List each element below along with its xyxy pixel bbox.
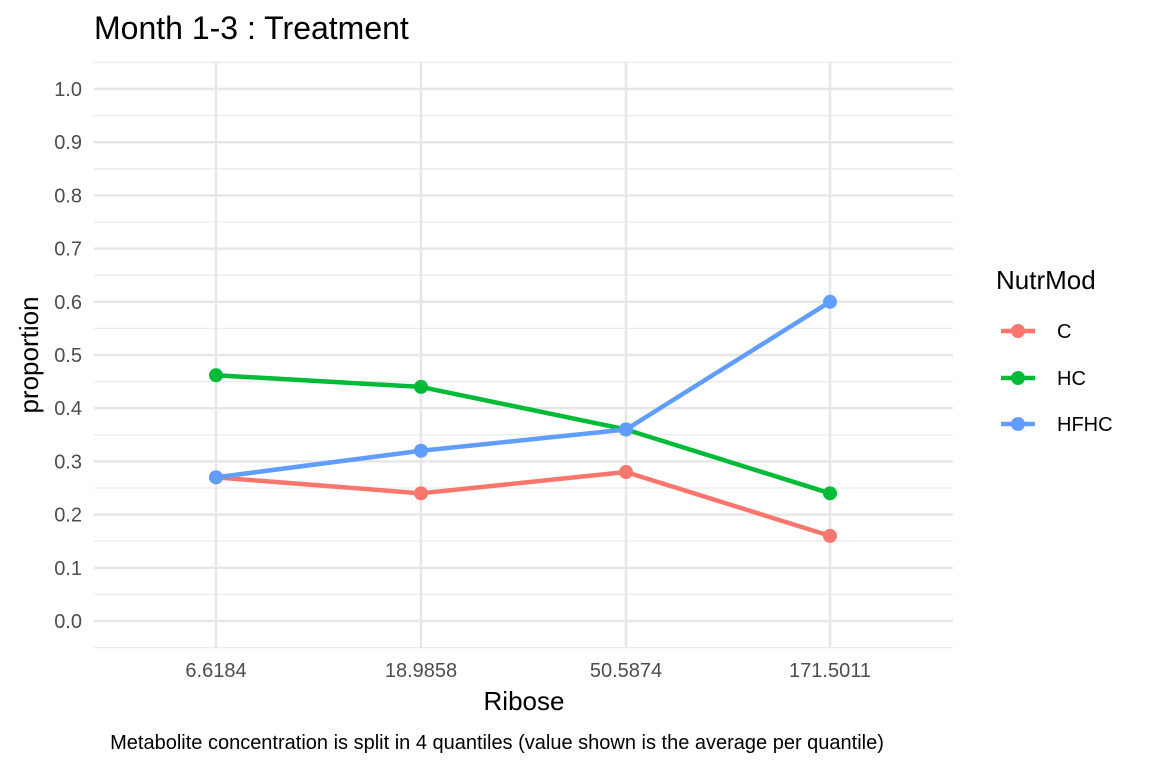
chart-caption: Metabolite concentration is split in 4 q… — [110, 732, 884, 754]
data-point-c — [619, 465, 633, 480]
x-tick-label: 50.5874 — [590, 660, 662, 682]
series-line-c — [215, 469, 831, 539]
chart-title: Month 1-3 : Treatment — [94, 10, 409, 46]
data-point-hc — [414, 379, 428, 394]
y-tick-label: 0.8 — [54, 185, 82, 207]
y-tick-label: 0.1 — [54, 558, 82, 580]
legend-key-point-c — [1011, 324, 1025, 338]
legend-key-point-hfhc — [1011, 417, 1025, 431]
data-point-hc — [209, 368, 223, 383]
legend-label-hfhc: HFHC — [1057, 414, 1113, 436]
y-tick-label: 0.7 — [54, 239, 82, 261]
y-tick-label: 1.0 — [54, 79, 82, 101]
data-point-c — [414, 486, 428, 501]
y-tick-label: 0.5 — [54, 345, 82, 367]
legend-label-c: C — [1057, 321, 1071, 343]
series-line-hfhc — [215, 299, 832, 480]
y-axis-title: proportion — [14, 296, 44, 413]
grid-major — [94, 62, 953, 648]
series-line-hc — [215, 372, 831, 496]
data-point-hc — [823, 486, 837, 501]
y-tick-label: 0.9 — [54, 132, 82, 154]
x-tick-label: 171.5011 — [789, 660, 871, 682]
y-tick-label: 0.0 — [54, 611, 82, 633]
data-point-hfhc — [823, 294, 837, 309]
data-point-hfhc — [209, 470, 223, 485]
legend-title: NutrMod — [996, 265, 1096, 295]
x-tick-label: 6.6184 — [185, 660, 246, 682]
legend: NutrMod C HC HFHC — [996, 265, 1113, 436]
y-tick-label: 0.2 — [54, 505, 82, 527]
series-points — [209, 294, 837, 543]
y-tick-label: 0.3 — [54, 451, 82, 473]
legend-key-point-hc — [1011, 371, 1025, 385]
grid-minor — [94, 61, 953, 649]
y-axis-ticks: 0.0 0.1 0.2 0.3 0.4 0.5 0.6 0.7 0.8 0.9 1.0 — [54, 79, 82, 633]
x-tick-label: 18.9858 — [385, 660, 457, 682]
y-tick-label: 0.4 — [54, 398, 82, 420]
legend-items: C HC HFHC — [1001, 321, 1113, 436]
series-lines — [215, 299, 832, 539]
y-tick-label: 0.6 — [54, 292, 82, 314]
data-point-hfhc — [619, 422, 633, 437]
data-point-hfhc — [414, 443, 428, 458]
x-axis-title: Ribose — [484, 686, 565, 716]
x-axis-ticks: 6.6184 18.9858 50.5874 171.5011 — [185, 660, 871, 682]
data-point-c — [823, 528, 837, 543]
legend-label-hc: HC — [1057, 368, 1086, 390]
